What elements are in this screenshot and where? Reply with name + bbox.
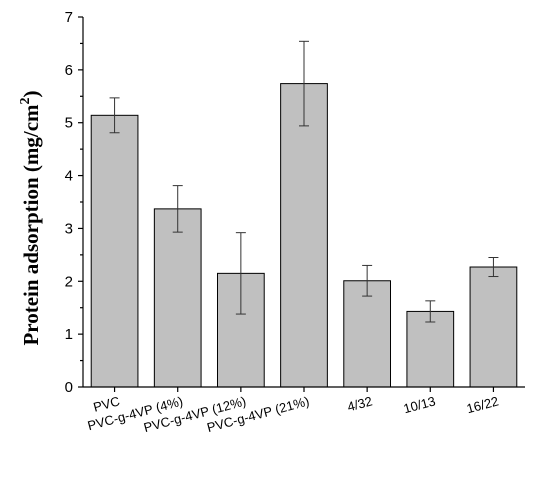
- bar: [469, 266, 518, 388]
- bars: [90, 83, 518, 388]
- y-tick-label: 1: [65, 326, 73, 343]
- x-tick-label: PVC: [92, 393, 122, 414]
- bar: [343, 280, 392, 388]
- bar: [90, 114, 139, 388]
- bar: [280, 83, 328, 388]
- y-tick-label: 2: [65, 273, 73, 290]
- y-axis-title: Protein adsorption (mg/cm2): [18, 90, 43, 345]
- y-axis-ticks: 0 1 2 3 4 5 6 7: [65, 9, 83, 396]
- y-tick-label: 3: [65, 220, 73, 237]
- bar: [406, 310, 455, 388]
- y-tick-label: 7: [65, 9, 73, 26]
- y-tick-label: 4: [65, 168, 73, 185]
- bar: [153, 208, 202, 388]
- y-tick-label: 6: [65, 62, 73, 79]
- x-tick-label: 10/13: [402, 393, 437, 416]
- y-tick-label: 5: [65, 115, 73, 132]
- x-tick-label: 4/32: [346, 393, 374, 414]
- x-tick-label: 16/22: [465, 393, 500, 416]
- y-tick-label: 0: [65, 379, 73, 396]
- error-bars: [109, 40, 499, 323]
